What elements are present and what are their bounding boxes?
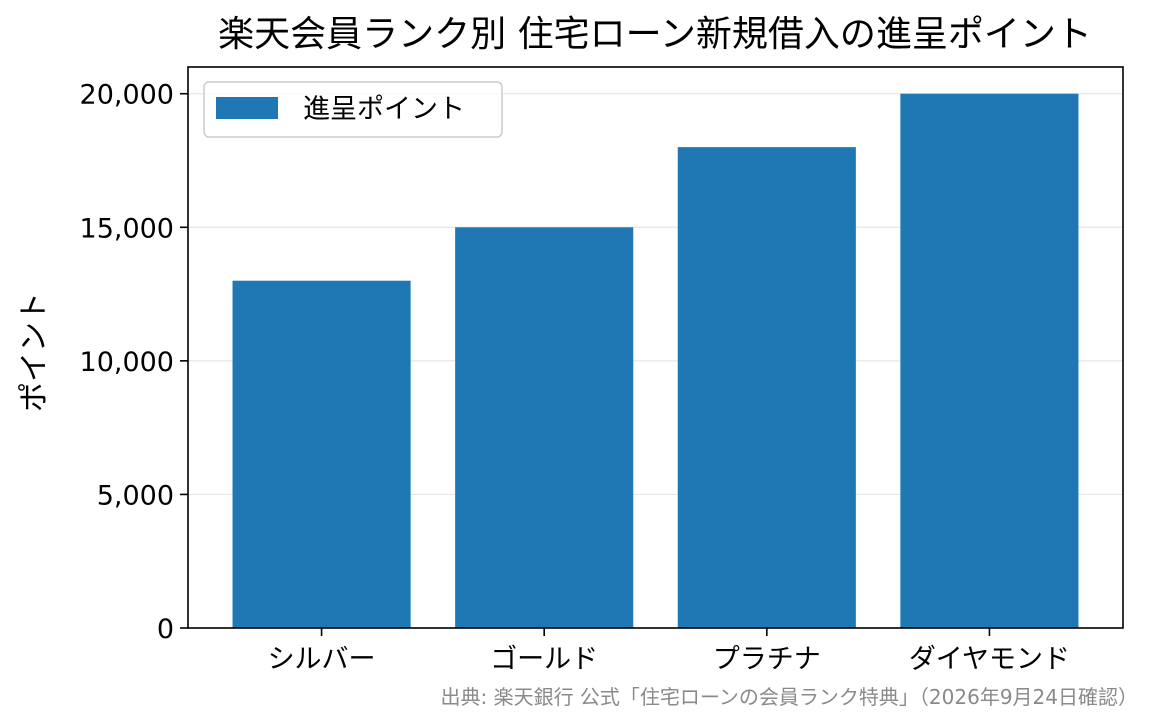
legend-frame [203,81,503,138]
x-tick-label: シルバー [268,644,376,675]
y-axis-ticks: 0 5,000 10,000 15,000 20,000 [80,80,188,645]
bar-0 [232,280,411,628]
y-tick-label: 0 [157,614,174,645]
x-axis-ticks: シルバー ゴールド プラチナ ダイヤモンド [268,628,1070,675]
y-axis-label: ポイント [17,292,52,412]
x-tick-label: ダイヤモンド [909,644,1070,675]
bar-2 [677,147,856,628]
plot-frame [187,66,1124,629]
y-tick-label: 10,000 [80,347,174,378]
chart-title: 楽天会員ランク別 住宅ローン新規借入の進呈ポイント [218,14,1092,55]
x-tick-label: プラチナ [713,644,821,675]
bars [232,93,1079,629]
y-tick-label: 15,000 [80,213,174,244]
y-tick-label: 5,000 [97,480,174,511]
bar-1 [455,227,634,629]
bar-3 [900,93,1079,628]
x-tick-label: ゴールド [490,644,598,675]
source-note: 出典: 楽天銀行 公式「住宅ローンの会員ランク特典」（2026年9月24日確認） [440,685,1138,709]
legend-label: 進呈ポイント [303,94,465,125]
y-tick-label: 20,000 [80,80,174,111]
legend-swatch [216,97,278,119]
legend: 進呈ポイント [203,81,503,138]
